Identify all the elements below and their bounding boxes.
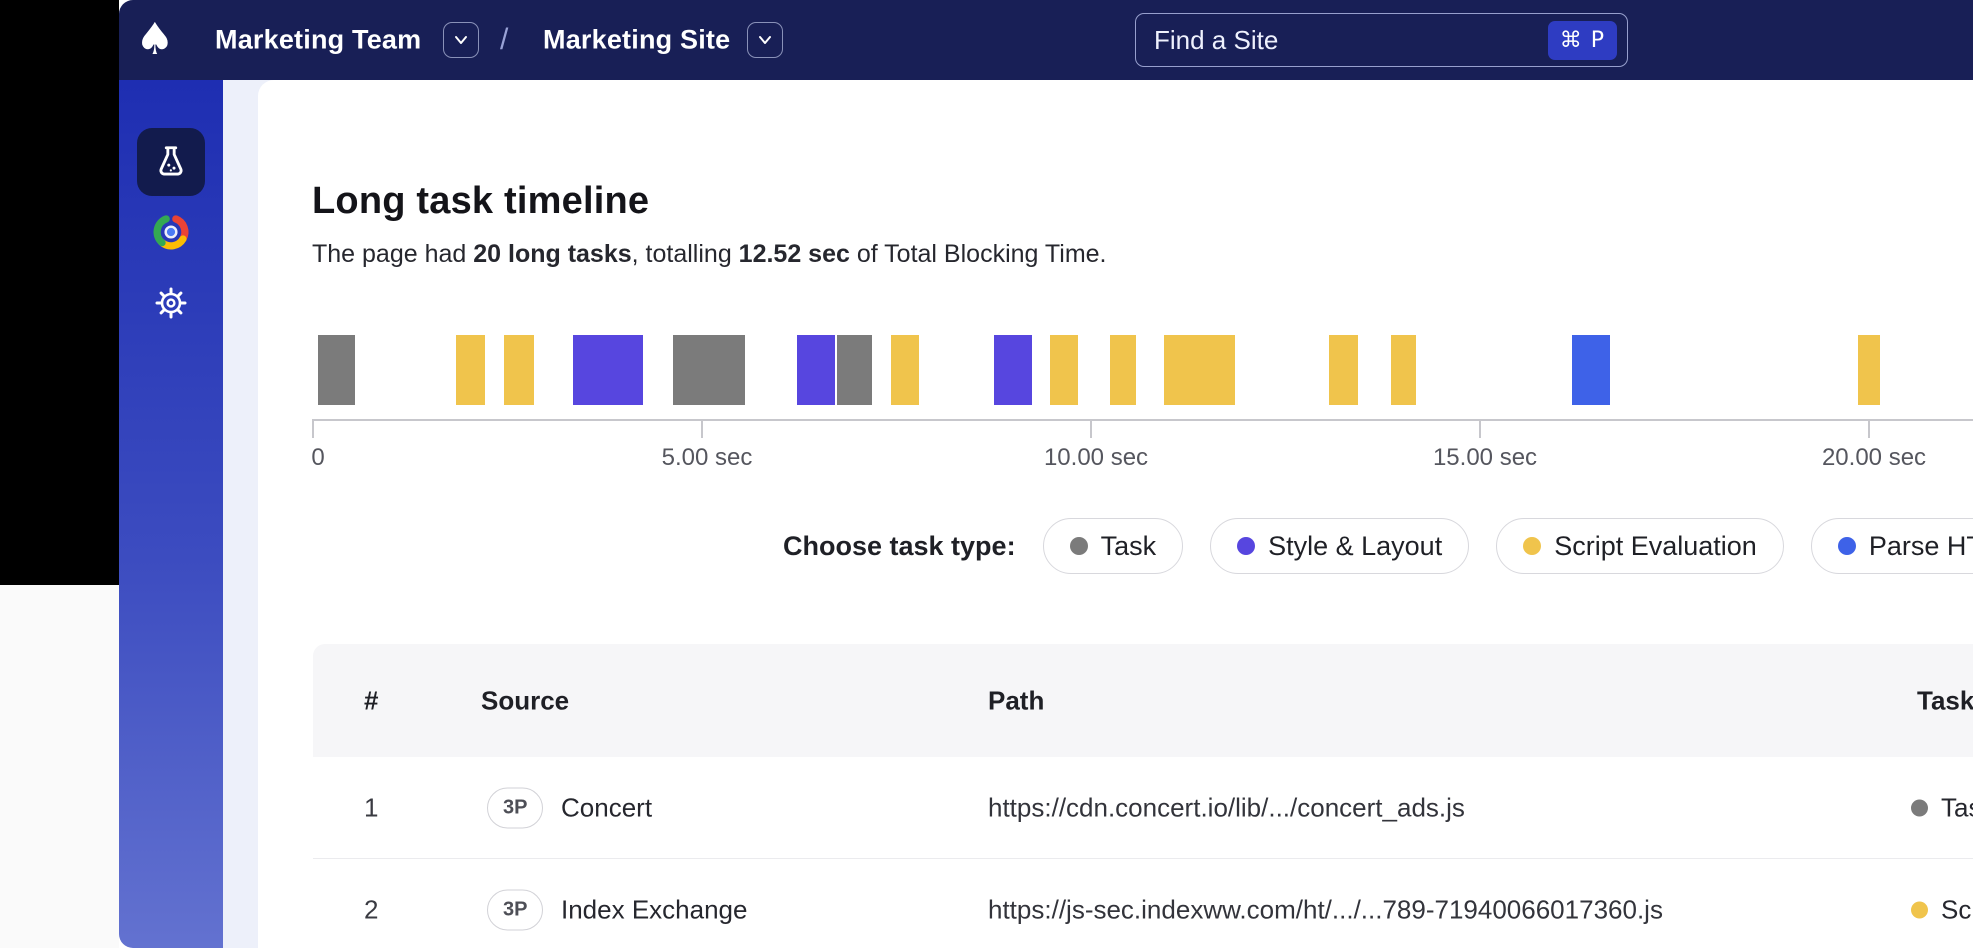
legend-label: Choose task type:: [783, 530, 1016, 561]
task-bar[interactable]: [455, 335, 485, 405]
script-path: https://js-sec.indexww.com/ht/.../...789…: [988, 894, 1663, 924]
task-type-filter-style-layout[interactable]: Style & Layout: [1210, 518, 1470, 574]
chevron-down-icon: [455, 36, 467, 44]
task-bar[interactable]: [1571, 335, 1610, 405]
x-axis-tick-label: 0: [311, 444, 325, 471]
task-type-dot: [1911, 901, 1928, 918]
column-header-number: #: [364, 685, 379, 715]
task-type-cell: Task: [1911, 792, 1973, 823]
flask-icon: [159, 146, 183, 176]
x-axis-tick: [701, 419, 703, 438]
team-name[interactable]: Marketing Team: [215, 24, 422, 55]
task-type-dot: [1523, 537, 1542, 555]
table-row[interactable]: 1 3P Concert https://cdn.concert.io/lib/...…: [313, 757, 1973, 859]
desktop-background-light: [0, 585, 119, 948]
task-bar[interactable]: [837, 335, 873, 405]
task-type-dot: [1837, 537, 1856, 555]
long-task-count: 20 long tasks: [473, 240, 632, 268]
long-task-timeline-chart: 0 5.00 sec 10.00 sec 15.00 sec 20.00 sec: [258, 80, 1973, 540]
row-number: 2: [364, 894, 379, 924]
badge-3p: 3P: [487, 787, 544, 828]
x-axis-tick: [312, 419, 314, 438]
find-a-site-search[interactable]: Find a Site ⌘ P: [1135, 13, 1628, 67]
task-bar[interactable]: [1391, 335, 1416, 405]
task-type-dot: [1911, 799, 1928, 816]
x-axis-tick-label: 20.00 sec: [1821, 444, 1927, 471]
top-navbar: ♠ Marketing Team / Marketing Site Find a…: [119, 0, 1973, 80]
task-type-dot: [1237, 537, 1256, 555]
row-number: 1: [364, 792, 379, 822]
site-dropdown-button[interactable]: [747, 22, 783, 58]
sidebar-item-settings[interactable]: [151, 283, 191, 323]
task-bar[interactable]: [1857, 335, 1880, 405]
task-type-label: Script Evaluation: [1941, 894, 1973, 924]
task-bar[interactable]: [1328, 335, 1358, 405]
x-axis-tick-label: 10.00 sec: [1043, 444, 1149, 471]
gear-icon: [155, 287, 187, 319]
task-bar[interactable]: [318, 335, 355, 405]
subtitle-text: The page had: [312, 240, 474, 268]
long-task-table: # Source Path Task 1 3P Concert https://cdn…: [313, 644, 1973, 948]
page-title: Long task timeline: [312, 180, 650, 222]
task-bar[interactable]: [1163, 335, 1235, 405]
sidebar: [119, 80, 223, 948]
task-type-label: Style & Layout: [1268, 530, 1443, 561]
sidebar-item-tests[interactable]: [137, 128, 205, 196]
site-name[interactable]: Marketing Site: [543, 24, 731, 55]
x-axis-tick: [1868, 419, 1870, 438]
table-header-row: # Source Path Task: [313, 644, 1973, 757]
task-bar[interactable]: [672, 335, 746, 405]
third-party-badge: 3P: [487, 889, 544, 930]
source-name: Index Exchange: [561, 894, 748, 924]
task-bar[interactable]: [890, 335, 919, 405]
task-bar[interactable]: [994, 335, 1032, 405]
team-dropdown-button[interactable]: [443, 22, 479, 58]
desktop-background-dark: [0, 0, 119, 585]
chrome-icon: [153, 215, 189, 250]
task-type-cell: Script Evaluation: [1911, 894, 1973, 925]
subtitle-text: of Total Blocking Time.: [849, 240, 1107, 268]
task-bar[interactable]: [504, 335, 534, 405]
task-type-label: Task: [1941, 792, 1973, 822]
column-header-task: Task: [1917, 685, 1973, 715]
task-type-filter-task[interactable]: Task: [1042, 518, 1184, 574]
search-placeholder: Find a Site: [1154, 24, 1279, 55]
main-content: Long task timeline The page had 20 long …: [258, 80, 1973, 948]
x-axis-line: [312, 419, 1973, 421]
source-name: Concert: [561, 792, 653, 822]
task-bar[interactable]: [796, 335, 835, 405]
total-blocking-time: 12.52 sec: [738, 240, 850, 268]
third-party-badge: 3P: [487, 787, 544, 828]
task-type-dot: [1069, 537, 1088, 555]
task-type-label: Parse HTML: [1868, 530, 1973, 561]
page-subtitle: The page had 20 long tasks, totalling 12…: [312, 240, 1107, 269]
spade-icon: ♠: [135, 14, 175, 65]
breadcrumb-separator: /: [500, 23, 509, 56]
x-axis-tick: [1479, 419, 1481, 438]
sidebar-item-browser[interactable]: [151, 212, 191, 252]
task-bar[interactable]: [1050, 335, 1079, 405]
task-type-filter-parse-html[interactable]: Parse HTML: [1810, 518, 1973, 574]
task-type-label: Task: [1100, 530, 1157, 561]
keyboard-shortcut-badge: ⌘ P: [1547, 20, 1617, 60]
script-path: https://cdn.concert.io/lib/.../concert_a…: [988, 792, 1465, 822]
task-bar[interactable]: [572, 335, 643, 405]
x-axis-tick-label: 5.00 sec: [661, 444, 753, 471]
task-type-label: Script Evaluation: [1554, 530, 1757, 561]
table-row[interactable]: 2 3P Index Exchange https://js-sec.indexww.…: [313, 859, 1973, 948]
app-window: ♠ Marketing Team / Marketing Site Find a…: [119, 0, 1973, 948]
task-type-filter-script-evaluation[interactable]: Script Evaluation: [1496, 518, 1784, 574]
chevron-down-icon: [759, 36, 771, 44]
column-header-path: Path: [988, 685, 1045, 715]
task-bar[interactable]: [1110, 335, 1136, 405]
subtitle-text: , totalling: [631, 240, 739, 268]
badge-3p: 3P: [487, 889, 544, 930]
x-axis-tick-label: 15.00 sec: [1432, 444, 1538, 471]
x-axis-tick: [1090, 419, 1092, 438]
task-type-legend: Choose task type: Task Style & Layout Scri…: [783, 518, 1973, 574]
column-header-source: Source: [481, 685, 570, 715]
